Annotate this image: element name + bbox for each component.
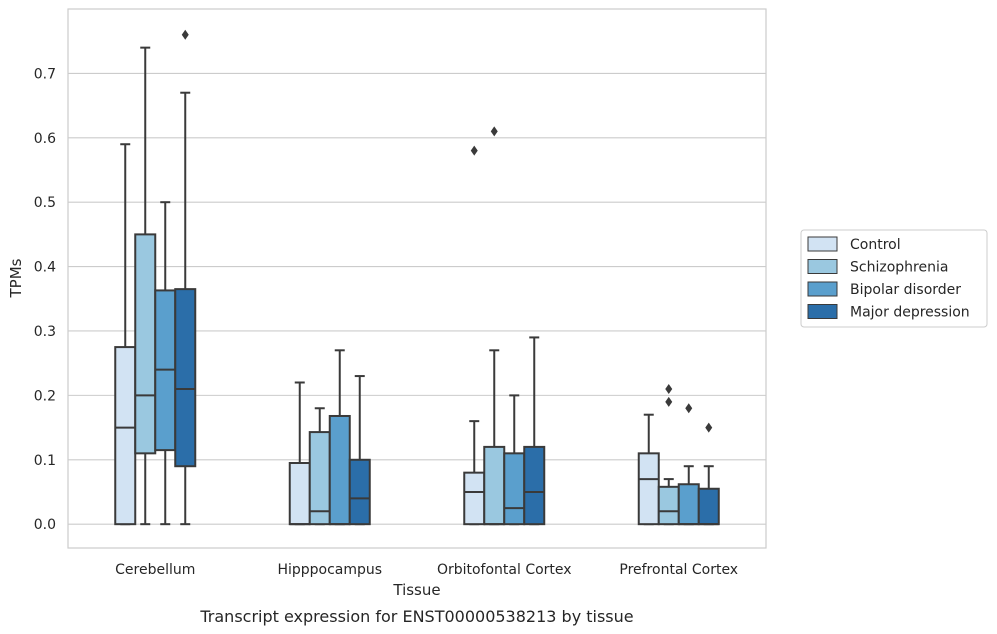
y-axis-title: TPMs xyxy=(7,258,25,298)
box-3-1 xyxy=(657,383,680,526)
outlier-point xyxy=(470,145,478,156)
y-tick-label: 0.7 xyxy=(34,66,56,82)
box-3-0 xyxy=(637,413,660,526)
box-1-2 xyxy=(328,349,351,526)
x-tick-label: Hipppocampus xyxy=(277,562,382,578)
plot-area-frame xyxy=(67,8,767,549)
legend: Control Schizophrenia Bipolar disorder Majo… xyxy=(800,229,988,328)
outlier-point xyxy=(665,383,673,394)
box-1-3 xyxy=(348,375,371,526)
box-iqr xyxy=(483,445,506,526)
box-iqr xyxy=(463,471,486,526)
legend-swatch-1 xyxy=(807,259,838,274)
y-tick-label: 0.0 xyxy=(34,517,56,533)
x-axis-ticks: Cerebellum Hipppocampus Orbitofontal Corte… xyxy=(115,562,738,578)
outlier-point xyxy=(665,396,673,407)
figure-caption: Transcript expression for ENST0000053821… xyxy=(199,607,633,626)
outlier-point xyxy=(490,126,498,137)
legend-label-1: Schizophrenia xyxy=(850,260,948,276)
box-0-3 xyxy=(174,29,197,526)
y-tick-label: 0.5 xyxy=(34,195,56,211)
y-tick-label: 0.1 xyxy=(34,453,56,469)
y-tick-label: 0.4 xyxy=(34,260,56,276)
outlier-point xyxy=(181,29,189,40)
y-tick-label: 0.3 xyxy=(34,324,56,340)
legend-swatch-2 xyxy=(807,281,838,297)
legend-frame xyxy=(800,229,988,328)
box-0-1 xyxy=(134,46,157,526)
box-1-0 xyxy=(288,381,311,526)
y-axis-ticks: 0.0 0.1 0.2 0.3 0.4 0.5 0.6 0.7 xyxy=(34,66,56,533)
box-2-1 xyxy=(483,126,506,526)
outlier-point xyxy=(685,403,693,414)
box-1-1 xyxy=(308,407,331,526)
box-2-3 xyxy=(523,336,546,526)
y-tick-label: 0.6 xyxy=(34,131,56,147)
legend-swatch-0 xyxy=(807,236,838,252)
x-axis-title: Tissue xyxy=(392,581,440,599)
box-iqr xyxy=(657,485,680,526)
legend-label-0: Control xyxy=(850,237,901,253)
box-iqr xyxy=(523,445,546,526)
outlier-point xyxy=(705,422,713,433)
box-iqr xyxy=(677,483,700,526)
box-3-2 xyxy=(677,403,700,526)
box-iqr xyxy=(697,487,720,526)
x-tick-label: Cerebellum xyxy=(115,562,195,578)
x-tick-label: Orbitofontal Cortex xyxy=(437,562,572,578)
box-iqr xyxy=(348,458,371,526)
legend-label-3: Major depression xyxy=(850,305,970,321)
box-0-2 xyxy=(154,201,177,526)
box-iqr xyxy=(174,288,197,468)
y-tick-label: 0.2 xyxy=(34,388,56,404)
box-iqr xyxy=(288,461,311,526)
x-tick-label: Prefrontal Cortex xyxy=(619,562,738,578)
box-2-2 xyxy=(503,394,526,526)
box-iqr xyxy=(134,233,157,455)
box-iqr xyxy=(503,452,526,526)
box-0-0 xyxy=(114,143,137,526)
box-3-3 xyxy=(697,422,720,526)
box-iqr xyxy=(328,414,351,526)
box-iqr xyxy=(637,452,660,526)
box-2-0 xyxy=(463,145,486,526)
box-plot-marks xyxy=(114,29,720,526)
legend-label-2: Bipolar disorder xyxy=(850,282,961,298)
box-iqr xyxy=(114,346,137,526)
legend-swatch-3 xyxy=(807,304,838,319)
